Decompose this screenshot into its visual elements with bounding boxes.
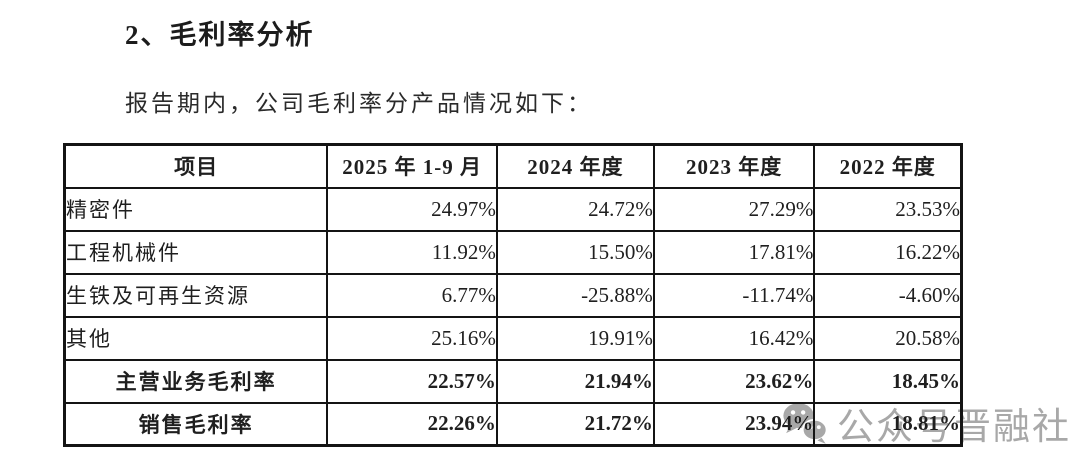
row-label: 其他	[63, 315, 329, 361]
table-cell: 22.26%	[326, 401, 498, 447]
table-cell: 17.81%	[652, 229, 816, 275]
table-row-pig-iron-recyclables: 生铁及可再生资源 6.77% -25.88% -11.74% -4.60%	[63, 272, 963, 318]
gross-margin-table: 项目 2025 年 1-9 月 2024 年度 2023 年度 2022 年度 …	[63, 143, 963, 447]
row-label: 生铁及可再生资源	[63, 272, 329, 318]
table-cell: 23.62%	[652, 358, 816, 404]
table-cell: 23.53%	[813, 186, 963, 232]
table-cell: 25.16%	[326, 315, 498, 361]
table-cell: 6.77%	[326, 272, 498, 318]
row-label: 精密件	[63, 186, 329, 232]
table-cell: 21.94%	[495, 358, 655, 404]
table-cell: -11.74%	[652, 272, 816, 318]
row-label: 工程机械件	[63, 229, 329, 275]
column-header-2022: 2022 年度	[813, 143, 963, 189]
section-title: 2、毛利率分析	[125, 20, 315, 50]
row-label: 主营业务毛利率	[63, 358, 329, 404]
table-row-sales-margin: 销售毛利率 22.26% 21.72% 23.94% 18.81%	[63, 401, 963, 447]
table-cell: 16.42%	[652, 315, 816, 361]
table-cell: 27.29%	[652, 186, 816, 232]
column-header-2023: 2023 年度	[652, 143, 816, 189]
table-cell: 18.45%	[813, 358, 963, 404]
column-header-2025: 2025 年 1-9 月	[326, 143, 498, 189]
table-cell: 21.72%	[495, 401, 655, 447]
table-cell: 24.72%	[495, 186, 655, 232]
table-row-engineering-machinery: 工程机械件 11.92% 15.50% 17.81% 16.22%	[63, 229, 963, 275]
table-header-row: 项目 2025 年 1-9 月 2024 年度 2023 年度 2022 年度	[63, 143, 963, 189]
column-header-item: 项目	[63, 143, 329, 189]
table-cell: 16.22%	[813, 229, 963, 275]
table-cell: -25.88%	[495, 272, 655, 318]
table-row-main-business-margin: 主营业务毛利率 22.57% 21.94% 23.62% 18.45%	[63, 358, 963, 404]
table-cell: -4.60%	[813, 272, 963, 318]
table-cell: 24.97%	[326, 186, 498, 232]
table-cell: 20.58%	[813, 315, 963, 361]
table-row-precision-parts: 精密件 24.97% 24.72% 27.29% 23.53%	[63, 186, 963, 232]
table-row-others: 其他 25.16% 19.91% 16.42% 20.58%	[63, 315, 963, 361]
table-cell: 15.50%	[495, 229, 655, 275]
column-header-2024: 2024 年度	[495, 143, 655, 189]
table-cell: 19.91%	[495, 315, 655, 361]
table-cell: 22.57%	[326, 358, 498, 404]
table-cell: 23.94%	[652, 401, 816, 447]
table-cell: 11.92%	[326, 229, 498, 275]
intro-text: 报告期内，公司毛利率分产品情况如下：	[125, 91, 593, 116]
table-cell: 18.81%	[813, 401, 963, 447]
row-label: 销售毛利率	[63, 401, 329, 447]
